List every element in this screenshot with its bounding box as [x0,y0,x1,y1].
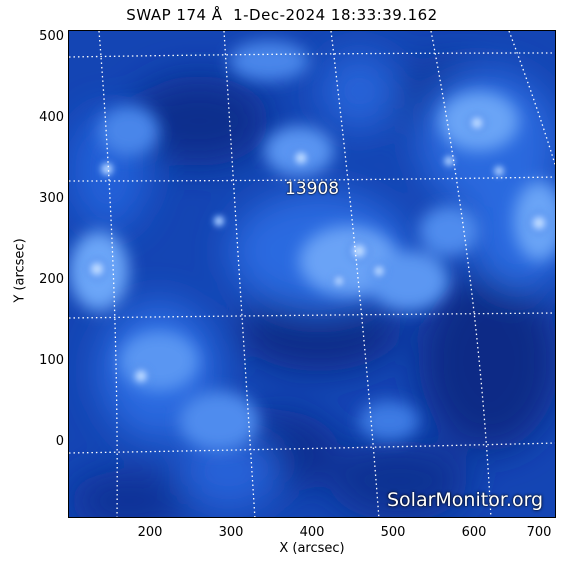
x-tick-label: 600 [461,525,487,540]
x-tick-label: 400 [299,525,325,540]
image-title: SWAP 174 Å 1-Dec-2024 18:33:39.162 [126,6,438,24]
solar-euv-image [69,31,555,517]
y-tick-label: 300 [39,191,64,206]
y-tick-label: 100 [39,353,64,368]
y-tick-label: 0 [55,434,64,449]
y-tick-label: 200 [39,272,64,287]
bright-kernels [83,111,553,388]
active-region-label: 13908 [285,179,340,199]
y-tick-label: 500 [39,29,64,44]
watermark: SolarMonitor.org [387,489,544,511]
x-tick-label: 200 [137,525,163,540]
y-axis-label: Y (arcsec) [12,238,28,303]
heliographic-grid [69,31,555,517]
solar-image-panel: 13908 SolarMonitor.org [68,30,556,518]
x-tick-label: 500 [380,525,406,540]
x-tick-label: 300 [218,525,244,540]
x-axis-label: X (arcsec) [279,541,345,556]
x-tick-label: 700 [526,525,552,540]
y-tick-label: 400 [39,110,64,125]
